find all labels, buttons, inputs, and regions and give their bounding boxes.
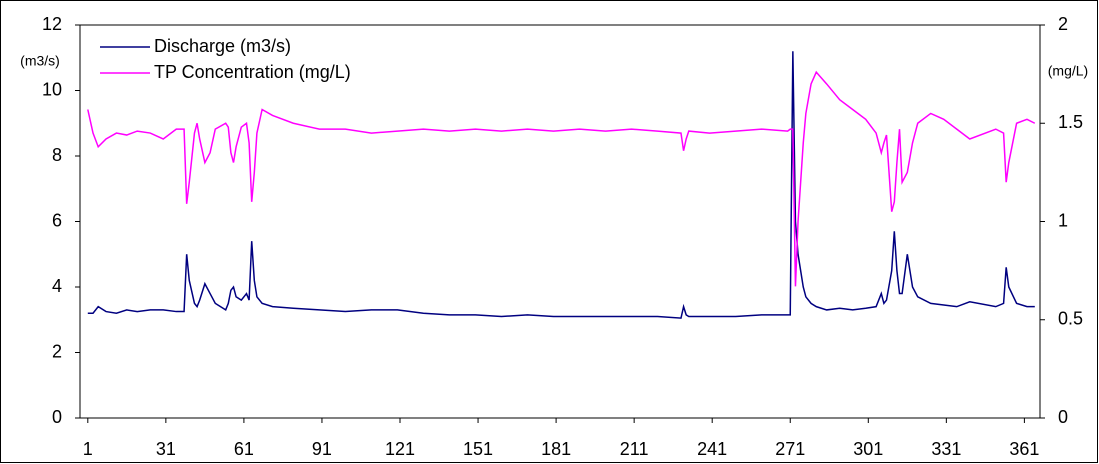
x-tick-label: 271	[775, 439, 805, 459]
y-tick-label: 10	[42, 79, 62, 99]
x-tick-label: 301	[853, 439, 883, 459]
x-tick-label: 61	[234, 439, 254, 459]
y-tick-label: 12	[42, 14, 62, 34]
y-tick-label: 6	[52, 210, 62, 230]
x-tick-label: 241	[697, 439, 727, 459]
y-tick-label: 2	[52, 341, 62, 361]
legend-label: TP Concentration (mg/L)	[154, 62, 351, 82]
x-tick-label: 151	[463, 439, 493, 459]
x-tick-label: 1	[83, 439, 93, 459]
x-tick-label: 331	[931, 439, 961, 459]
y2-tick-label: 1	[1058, 210, 1068, 230]
x-tick-label: 121	[385, 439, 415, 459]
series-line	[87, 51, 1035, 319]
y2-axis-label: (mg/L)	[1048, 63, 1088, 79]
series-line	[87, 70, 1036, 287]
y2-tick-label: 2	[1058, 14, 1068, 34]
legend-label: Discharge (m3/s)	[154, 36, 291, 56]
x-tick-label: 31	[156, 439, 176, 459]
y-axis-label: (m3/s)	[20, 53, 60, 69]
y-tick-label: 4	[52, 276, 62, 296]
x-tick-label: 361	[1009, 439, 1039, 459]
x-tick-label: 91	[312, 439, 332, 459]
x-tick-label: 181	[541, 439, 571, 459]
y2-tick-label: 1.5	[1058, 112, 1083, 132]
x-tick-label: 211	[620, 439, 649, 459]
y-tick-label: 8	[52, 145, 62, 165]
y2-tick-label: 0	[1058, 407, 1068, 427]
y2-tick-label: 0.5	[1058, 309, 1083, 329]
y-tick-label: 0	[52, 407, 62, 427]
